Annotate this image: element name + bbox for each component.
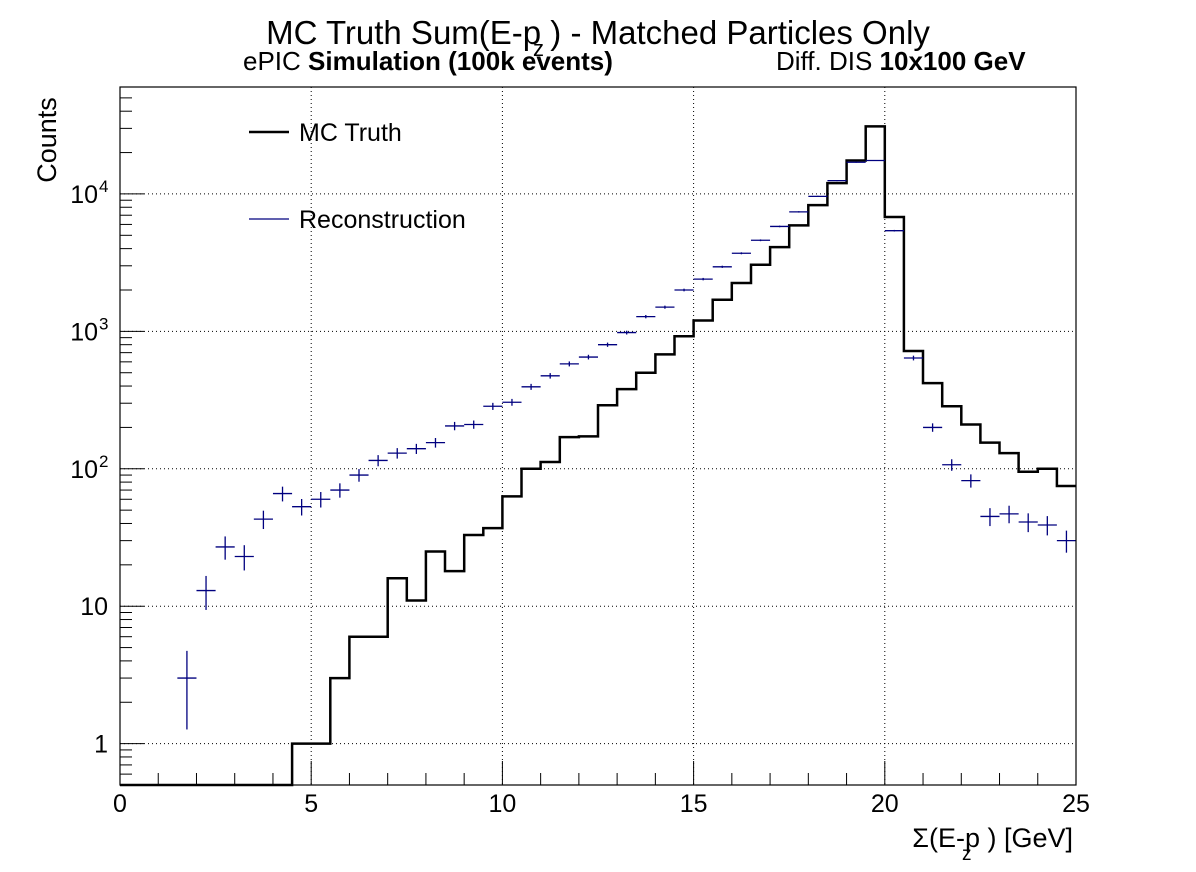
x-tick-label: 10 bbox=[488, 790, 516, 818]
y-axis-label: Counts bbox=[32, 97, 62, 183]
reconstruction-point bbox=[865, 159, 885, 162]
x-tick-label: 25 bbox=[1062, 790, 1090, 818]
reconstruction-point bbox=[521, 383, 541, 390]
subtitle-left-bold: Simulation (100k events) bbox=[308, 46, 613, 76]
y-tick-label-exponent: 3 bbox=[99, 314, 108, 333]
reconstruction-point bbox=[387, 448, 407, 459]
reconstruction-point bbox=[942, 459, 962, 471]
y-tick-label: 10 bbox=[80, 593, 108, 621]
x-axis-label-subscript: z bbox=[962, 844, 972, 865]
legend: MC Truth Reconstruction bbox=[249, 119, 466, 234]
y-tick-label-exponent: 2 bbox=[99, 452, 108, 471]
reconstruction-point bbox=[827, 179, 847, 182]
reconstruction-point bbox=[1037, 516, 1057, 536]
reconstruction-point bbox=[674, 288, 694, 292]
reconstruction-point bbox=[196, 575, 216, 610]
plot-frame bbox=[119, 86, 1077, 786]
reconstruction-point bbox=[846, 161, 866, 163]
reconstruction-point bbox=[368, 455, 388, 467]
reconstruction-point bbox=[693, 277, 713, 281]
mc-truth-step-line bbox=[120, 125, 1076, 787]
reconstruction-point bbox=[406, 443, 426, 454]
reconstruction-point bbox=[330, 483, 350, 498]
reconstruction-point bbox=[483, 402, 503, 410]
legend-reconstruction-label: Reconstruction bbox=[299, 206, 466, 234]
reconstruction-point bbox=[923, 423, 943, 432]
reconstruction-point bbox=[349, 469, 369, 482]
reconstruction-point bbox=[559, 361, 579, 367]
reconstruction-point bbox=[253, 510, 273, 530]
reconstruction-point bbox=[425, 438, 446, 448]
reconstruction-point bbox=[884, 229, 904, 232]
reconstruction-point bbox=[731, 252, 751, 255]
reconstruction-point bbox=[502, 398, 522, 406]
series-reconstruction bbox=[177, 159, 1076, 730]
legend-mc-truth-label: MC Truth bbox=[299, 119, 402, 147]
reconstruction-point bbox=[617, 330, 637, 335]
reconstruction-point bbox=[999, 505, 1019, 524]
reconstruction-point bbox=[292, 498, 312, 516]
reconstruction-point bbox=[980, 508, 1000, 527]
reconstruction-point bbox=[234, 545, 254, 571]
reconstruction-point bbox=[636, 314, 656, 319]
reconstruction-point bbox=[464, 420, 484, 429]
reconstruction-point bbox=[808, 195, 828, 198]
subtitle-right-bold: 10x100 GeV bbox=[880, 46, 1027, 76]
reconstruction-point bbox=[750, 239, 771, 242]
chart-subtitle-left: ePIC Simulation (100k events) bbox=[243, 46, 613, 76]
reconstruction-point bbox=[177, 650, 197, 730]
reconstruction-point bbox=[789, 211, 809, 213]
reconstruction-point bbox=[445, 421, 465, 431]
reconstruction-point bbox=[598, 342, 618, 347]
y-tick-label: 1 bbox=[94, 731, 108, 759]
x-tick-label: 15 bbox=[680, 790, 708, 818]
reconstruction-point bbox=[770, 225, 790, 228]
reconstruction-point bbox=[272, 486, 293, 502]
chart-title: MC Truth Sum(E-p ) - Matched Particles O… bbox=[266, 14, 930, 51]
x-tick-label: 20 bbox=[871, 790, 899, 818]
reconstruction-point bbox=[540, 373, 560, 379]
chart-title-subscript: z bbox=[533, 36, 544, 61]
reconstruction-point bbox=[903, 355, 924, 361]
chart-subtitle-right: Diff. DIS 10x100 GeV bbox=[776, 46, 1026, 76]
reconstruction-point bbox=[578, 354, 598, 360]
x-axis-label: Σ(E-p ) [GeV] bbox=[912, 823, 1073, 853]
x-tick-label: 0 bbox=[113, 790, 127, 818]
series-mc-truth bbox=[120, 125, 1076, 787]
reconstruction-point bbox=[215, 536, 235, 560]
y-tick-label-exponent: 4 bbox=[99, 177, 108, 196]
y-tick-label: 10 bbox=[70, 181, 98, 209]
reconstruction-point bbox=[961, 474, 981, 488]
subtitle-right-normal: Diff. DIS bbox=[776, 46, 880, 76]
reconstruction-point bbox=[1018, 513, 1038, 533]
reconstruction-point bbox=[1056, 530, 1076, 553]
y-tick-label: 10 bbox=[70, 456, 98, 484]
y-tick-label: 10 bbox=[70, 318, 98, 346]
reconstruction-point bbox=[712, 265, 732, 268]
reconstruction-point bbox=[655, 305, 675, 309]
subtitle-left-normal: ePIC bbox=[243, 46, 308, 76]
x-tick-label: 5 bbox=[304, 790, 318, 818]
reconstruction-point bbox=[311, 492, 331, 508]
